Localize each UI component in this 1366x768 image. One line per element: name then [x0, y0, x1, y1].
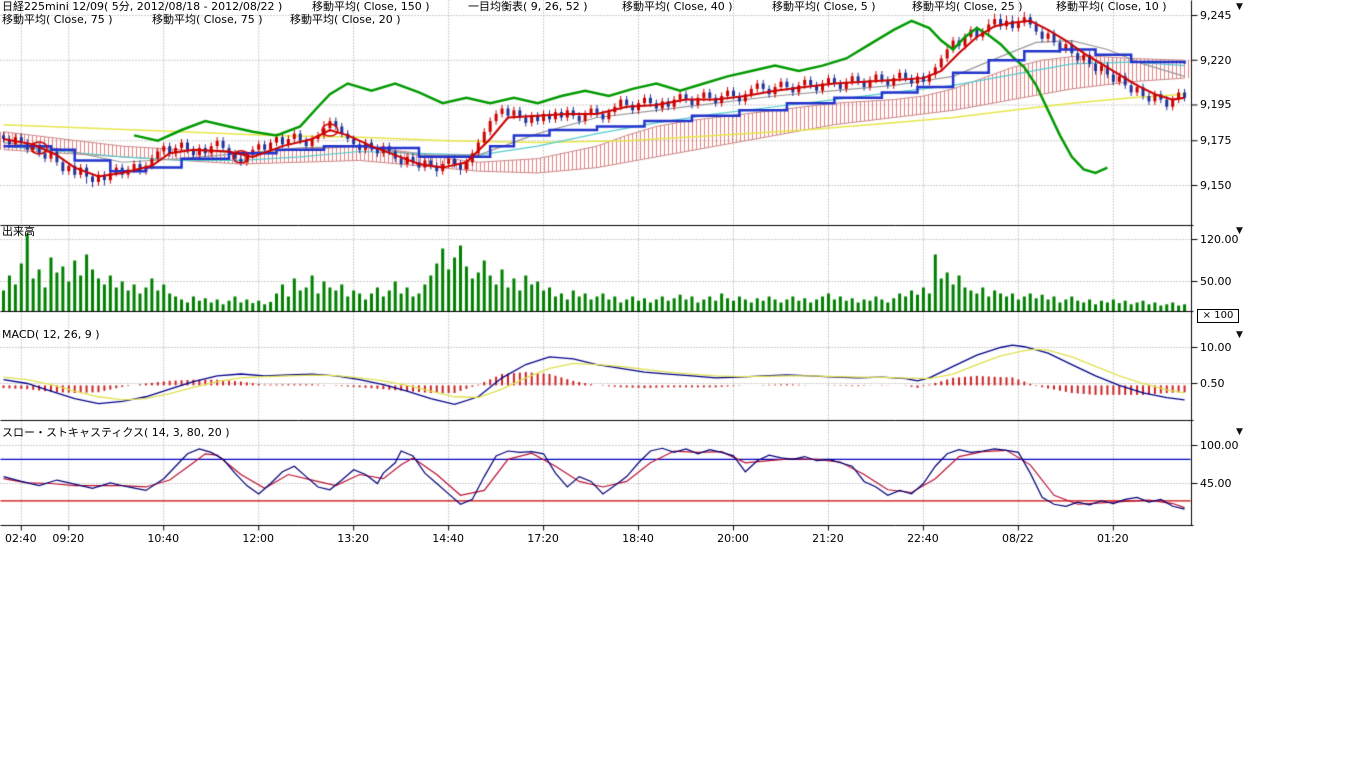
legend-item-ichimoku: 一目均衡表( 9, 26, 52 ): [468, 1, 588, 13]
price-axis-label: 9,175: [1200, 135, 1232, 146]
price-axis-label: 9,245: [1200, 10, 1232, 21]
time-axis-label: 02:40: [0, 533, 43, 544]
stochastics-panel-title: スロー・ストキャスティクス( 14, 3, 80, 20 ): [2, 427, 230, 439]
time-axis-label: 08/22: [996, 533, 1040, 544]
macd-panel-title: MACD( 12, 26, 9 ): [2, 329, 100, 341]
time-axis-label: 13:20: [331, 533, 375, 544]
legend-item-ma10: 移動平均( Close, 10 ): [1056, 1, 1167, 13]
time-axis-label: 09:20: [46, 533, 90, 544]
macd-axis-label: 10.00: [1200, 342, 1232, 353]
stochastics-axis-label: 100.00: [1200, 440, 1239, 451]
legend-item-ma40: 移動平均( Close, 40 ): [622, 1, 733, 13]
price-axis-label: 9,150: [1200, 180, 1232, 191]
time-axis-label: 10:40: [141, 533, 185, 544]
legend-item-ma25: 移動平均( Close, 25 ): [912, 1, 1023, 13]
legend-item-ma75-1: 移動平均( Close, 75 ): [2, 14, 113, 26]
volume-panel-dropdown-button[interactable]: ▼: [1236, 227, 1243, 236]
price-axis-label: 9,195: [1200, 99, 1232, 110]
price-chart-canvas[interactable]: [0, 0, 1366, 560]
legend-item-ma75-2: 移動平均( Close, 75 ): [152, 14, 263, 26]
volume-axis-label: 120.00: [1200, 234, 1239, 245]
time-axis-label: 20:00: [711, 533, 755, 544]
stochastics-axis-label: 45.00: [1200, 478, 1232, 489]
time-axis-label: 18:40: [616, 533, 660, 544]
stochastics-panel-dropdown-button[interactable]: ▼: [1236, 428, 1243, 437]
time-axis-label: 14:40: [426, 533, 470, 544]
legend-item-ma150: 移動平均( Close, 150 ): [312, 1, 430, 13]
volume-panel-title: 出来高: [2, 226, 35, 238]
volume-axis-label: 50.00: [1200, 276, 1232, 287]
legend-item-instrument: 日経225mini 12/09( 5分, 2012/08/18 - 2012/0…: [2, 1, 282, 13]
time-axis-label: 22:40: [901, 533, 945, 544]
volume-multiplier-badge: × 100: [1197, 309, 1239, 323]
macd-axis-label: 0.50: [1200, 378, 1225, 389]
time-axis-label: 01:20: [1091, 533, 1135, 544]
price-panel-dropdown-button[interactable]: ▼: [1236, 3, 1243, 12]
chart-application-window: 日経225mini 12/09( 5分, 2012/08/18 - 2012/0…: [0, 0, 1366, 768]
legend-item-ma5: 移動平均( Close, 5 ): [772, 1, 876, 13]
price-axis-label: 9,220: [1200, 55, 1232, 66]
time-axis-label: 17:20: [521, 533, 565, 544]
macd-panel-dropdown-button[interactable]: ▼: [1236, 331, 1243, 340]
time-axis-label: 12:00: [236, 533, 280, 544]
time-axis-label: 21:20: [806, 533, 850, 544]
legend-item-ma20: 移動平均( Close, 20 ): [290, 14, 401, 26]
